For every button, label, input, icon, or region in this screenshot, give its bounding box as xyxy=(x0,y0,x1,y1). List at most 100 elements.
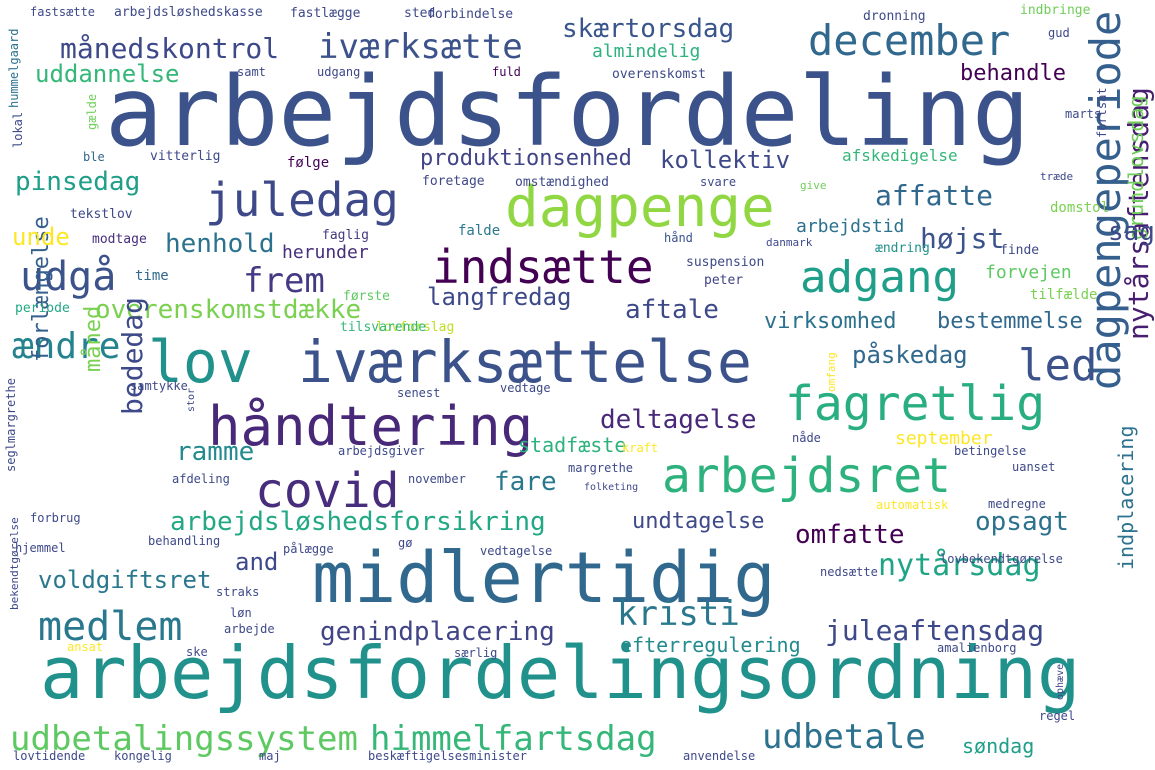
word-ivaerksaette: iværksætte xyxy=(318,27,523,67)
word-forbindelse: forbindelse xyxy=(427,7,513,22)
word-omfatte: omfatte xyxy=(795,520,905,550)
word-hummelgaard: hummelgaard xyxy=(7,29,21,108)
word-kongelig: kongelig xyxy=(114,749,172,763)
word-seglmargrethe: seglmargrethe xyxy=(4,378,18,472)
word-ble: ble xyxy=(83,150,105,164)
word-stor: stor xyxy=(186,388,197,412)
word-medlem: medlem xyxy=(38,604,183,650)
word-maaned: måned xyxy=(80,306,106,372)
word-haand: hånd xyxy=(664,231,693,245)
word-kristi: kristi xyxy=(617,594,740,634)
word-udbetalingssystem: udbetalingssystem xyxy=(10,719,358,759)
word-gud: gud xyxy=(1048,26,1070,40)
word-lovforslag: lovforslag xyxy=(376,320,454,335)
word-paaskedag: påskedag xyxy=(852,340,968,369)
word-periode: periode xyxy=(15,301,70,316)
word-medregne: medregne xyxy=(988,497,1046,511)
word-efterregulering: efterregulering xyxy=(620,633,801,657)
word-dagpenge: dagpenge xyxy=(505,175,775,240)
word-suspension: suspension xyxy=(686,255,764,270)
word-juleaftensdag: juleaftensdag xyxy=(825,614,1044,647)
word-foerste: første xyxy=(343,289,390,304)
word-midlertidig: midlertidig xyxy=(312,537,776,619)
word-naade: nåde xyxy=(792,431,821,445)
word-afdeling: afdeling xyxy=(172,472,230,486)
word-goe: gø xyxy=(398,536,412,550)
word-fortsat: fortsat xyxy=(1095,87,1109,138)
word-forlaengelse: forlængelse xyxy=(29,216,54,362)
word-fare: fare xyxy=(494,467,557,497)
word-almindelig: almindelig xyxy=(592,41,700,62)
word-finde: finde xyxy=(1000,243,1039,258)
word-ansat: ansat xyxy=(67,640,103,654)
word-affatte: affatte xyxy=(875,179,993,212)
word-vitterlig: vitterlig xyxy=(150,149,220,164)
word-ophaeve: ophæve xyxy=(1055,664,1066,700)
word-svare: svare xyxy=(700,175,736,189)
word-november: november xyxy=(408,472,466,486)
word-afskedigelse: afskedigelse xyxy=(842,146,958,165)
word-fastlaegge: fastlægge xyxy=(290,6,361,21)
word-indplacering: indplacering xyxy=(1114,426,1138,571)
word-arbejde: arbejde xyxy=(224,622,275,636)
word-nytaarsaftensdag: nytårsaftensdag xyxy=(1122,87,1155,340)
word-vedtage: vedtage xyxy=(500,381,551,395)
word-arbejdsfordeling: arbejdsfordeling xyxy=(105,56,1030,168)
word-udgang: udgang xyxy=(317,65,360,79)
word-peter: peter xyxy=(704,273,743,288)
word-behandling: behandling xyxy=(148,534,220,548)
word-samt: samt xyxy=(237,65,266,79)
word-udgaa: udgå xyxy=(20,254,116,300)
word-and: and xyxy=(235,548,278,576)
word-time: time xyxy=(135,268,169,284)
word-ivaerksaettelse: iværksættelse xyxy=(298,328,752,396)
word-vedtagelse: vedtagelse xyxy=(480,544,552,558)
word-senest: senest xyxy=(397,386,440,400)
word-indbringe: indbringe xyxy=(1020,3,1091,18)
word-covid: covid xyxy=(255,463,400,519)
word-bestemmelse: bestemmelse xyxy=(937,309,1083,334)
word-kraft: kraft xyxy=(622,441,658,455)
word-nedsaette: nedsætte xyxy=(820,565,878,579)
word-aendring: ændring xyxy=(875,241,930,256)
word-anvendelse: anvendelse xyxy=(683,749,755,763)
word-virksomhed: virksomhed xyxy=(764,309,896,334)
word-dronning: dronning xyxy=(863,9,926,24)
word-led: led xyxy=(1018,340,1097,391)
word-sted: sted xyxy=(404,6,435,21)
word-aendre: ændre xyxy=(12,326,120,367)
word-hoejst: højst xyxy=(920,222,1004,255)
word-opsagt: opsagt xyxy=(975,507,1069,537)
word-tilsvarende: tilsvarende xyxy=(340,320,426,335)
word-dagpengeperiode: dagpengeperiode xyxy=(1081,11,1130,390)
word-faglig: faglig xyxy=(322,228,369,243)
word-arbejdsfordelingsordning: arbejdsfordelingsordning xyxy=(40,631,1080,715)
word-loen: løn xyxy=(230,606,252,620)
word-undtagelse: undtagelse xyxy=(632,509,764,534)
word-lovtidende: lovtidende xyxy=(13,749,85,763)
word-automatisk: automatisk xyxy=(876,498,949,512)
word-modtage: modtage xyxy=(92,232,147,247)
word-domstol: domstol xyxy=(1050,200,1109,216)
word-unde: unde xyxy=(12,223,70,251)
word-langfredag: langfredag xyxy=(427,283,572,311)
word-regel: regel xyxy=(1039,709,1075,723)
word-maj: maj xyxy=(259,749,281,763)
word-falde: falde xyxy=(458,223,500,239)
word-haandtering: håndtering xyxy=(208,395,533,458)
word-maanedskontrol: månedskontrol xyxy=(60,32,279,65)
word-bededag: bededag xyxy=(116,297,149,415)
word-paalaegge: pålægge xyxy=(283,542,334,556)
word-henhold: henhold xyxy=(165,229,275,259)
word-fuld: fuld xyxy=(492,65,521,79)
word-omstaendighed: omstændighed xyxy=(515,175,609,190)
word-straks: straks xyxy=(216,585,259,599)
word-beskaeftigelsesminister: beskæftigelsesminister xyxy=(368,749,527,763)
word-soendag: søndag xyxy=(962,734,1034,758)
word-give: give xyxy=(800,179,827,192)
word-traede: træde xyxy=(1040,170,1073,183)
word-overenskomst: overenskomst xyxy=(612,67,706,82)
word-stadfaeste: stadfæste xyxy=(518,433,626,457)
